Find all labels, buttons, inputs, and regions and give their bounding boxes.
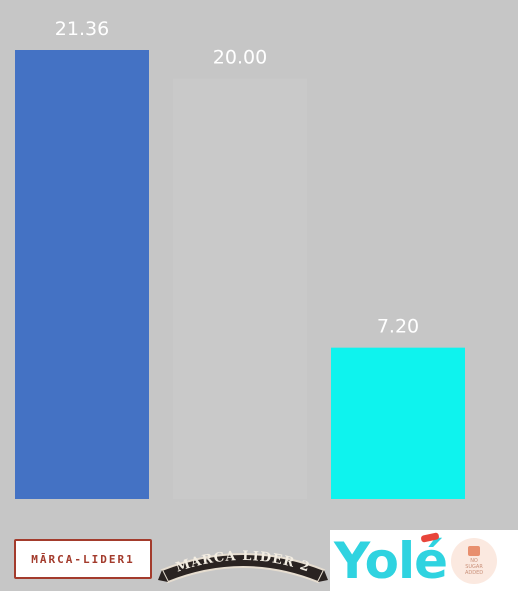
marca-lider-1-logo-text: MĀRCA-LIDER1 (31, 552, 135, 566)
marca-lider-1-logo-box: MĀRCA-LIDER1 (14, 539, 152, 579)
bar-value-label-1: 21.36 (55, 18, 109, 40)
bars-group (15, 50, 465, 499)
no-sugar-icon (468, 545, 481, 556)
marca-lider-2-logo: MARCA LIDER 2 (158, 530, 328, 588)
badge-text-line-1: NO (470, 557, 478, 564)
bar-value-label-3: 7.20 (377, 316, 419, 338)
bar-chart: 21.36 20.00 7.20 (15, 18, 465, 499)
no-sugar-added-badge: NO SUGAR ADDED (451, 537, 498, 584)
bar-3 (331, 347, 465, 499)
yole-logo-text: Yolé (334, 531, 448, 590)
yole-logo-wordmark: Yolé (334, 531, 448, 586)
bar-value-label-2: 20.00 (213, 47, 267, 69)
value-labels-group: 21.36 20.00 7.20 (55, 18, 419, 338)
badge-text-line-2: SUGAR (465, 563, 483, 570)
badge-text-line-3: ADDED (464, 569, 484, 576)
marca-lider-2-logo-graphic: MARCA LIDER 2 (158, 549, 328, 584)
bar-2 (173, 78, 307, 499)
marca-lider-1-logo: MĀRCA-LIDER1 (12, 530, 154, 588)
yole-logo: Yolé NO SUGAR ADDED (330, 530, 518, 591)
bar-1 (15, 50, 149, 499)
